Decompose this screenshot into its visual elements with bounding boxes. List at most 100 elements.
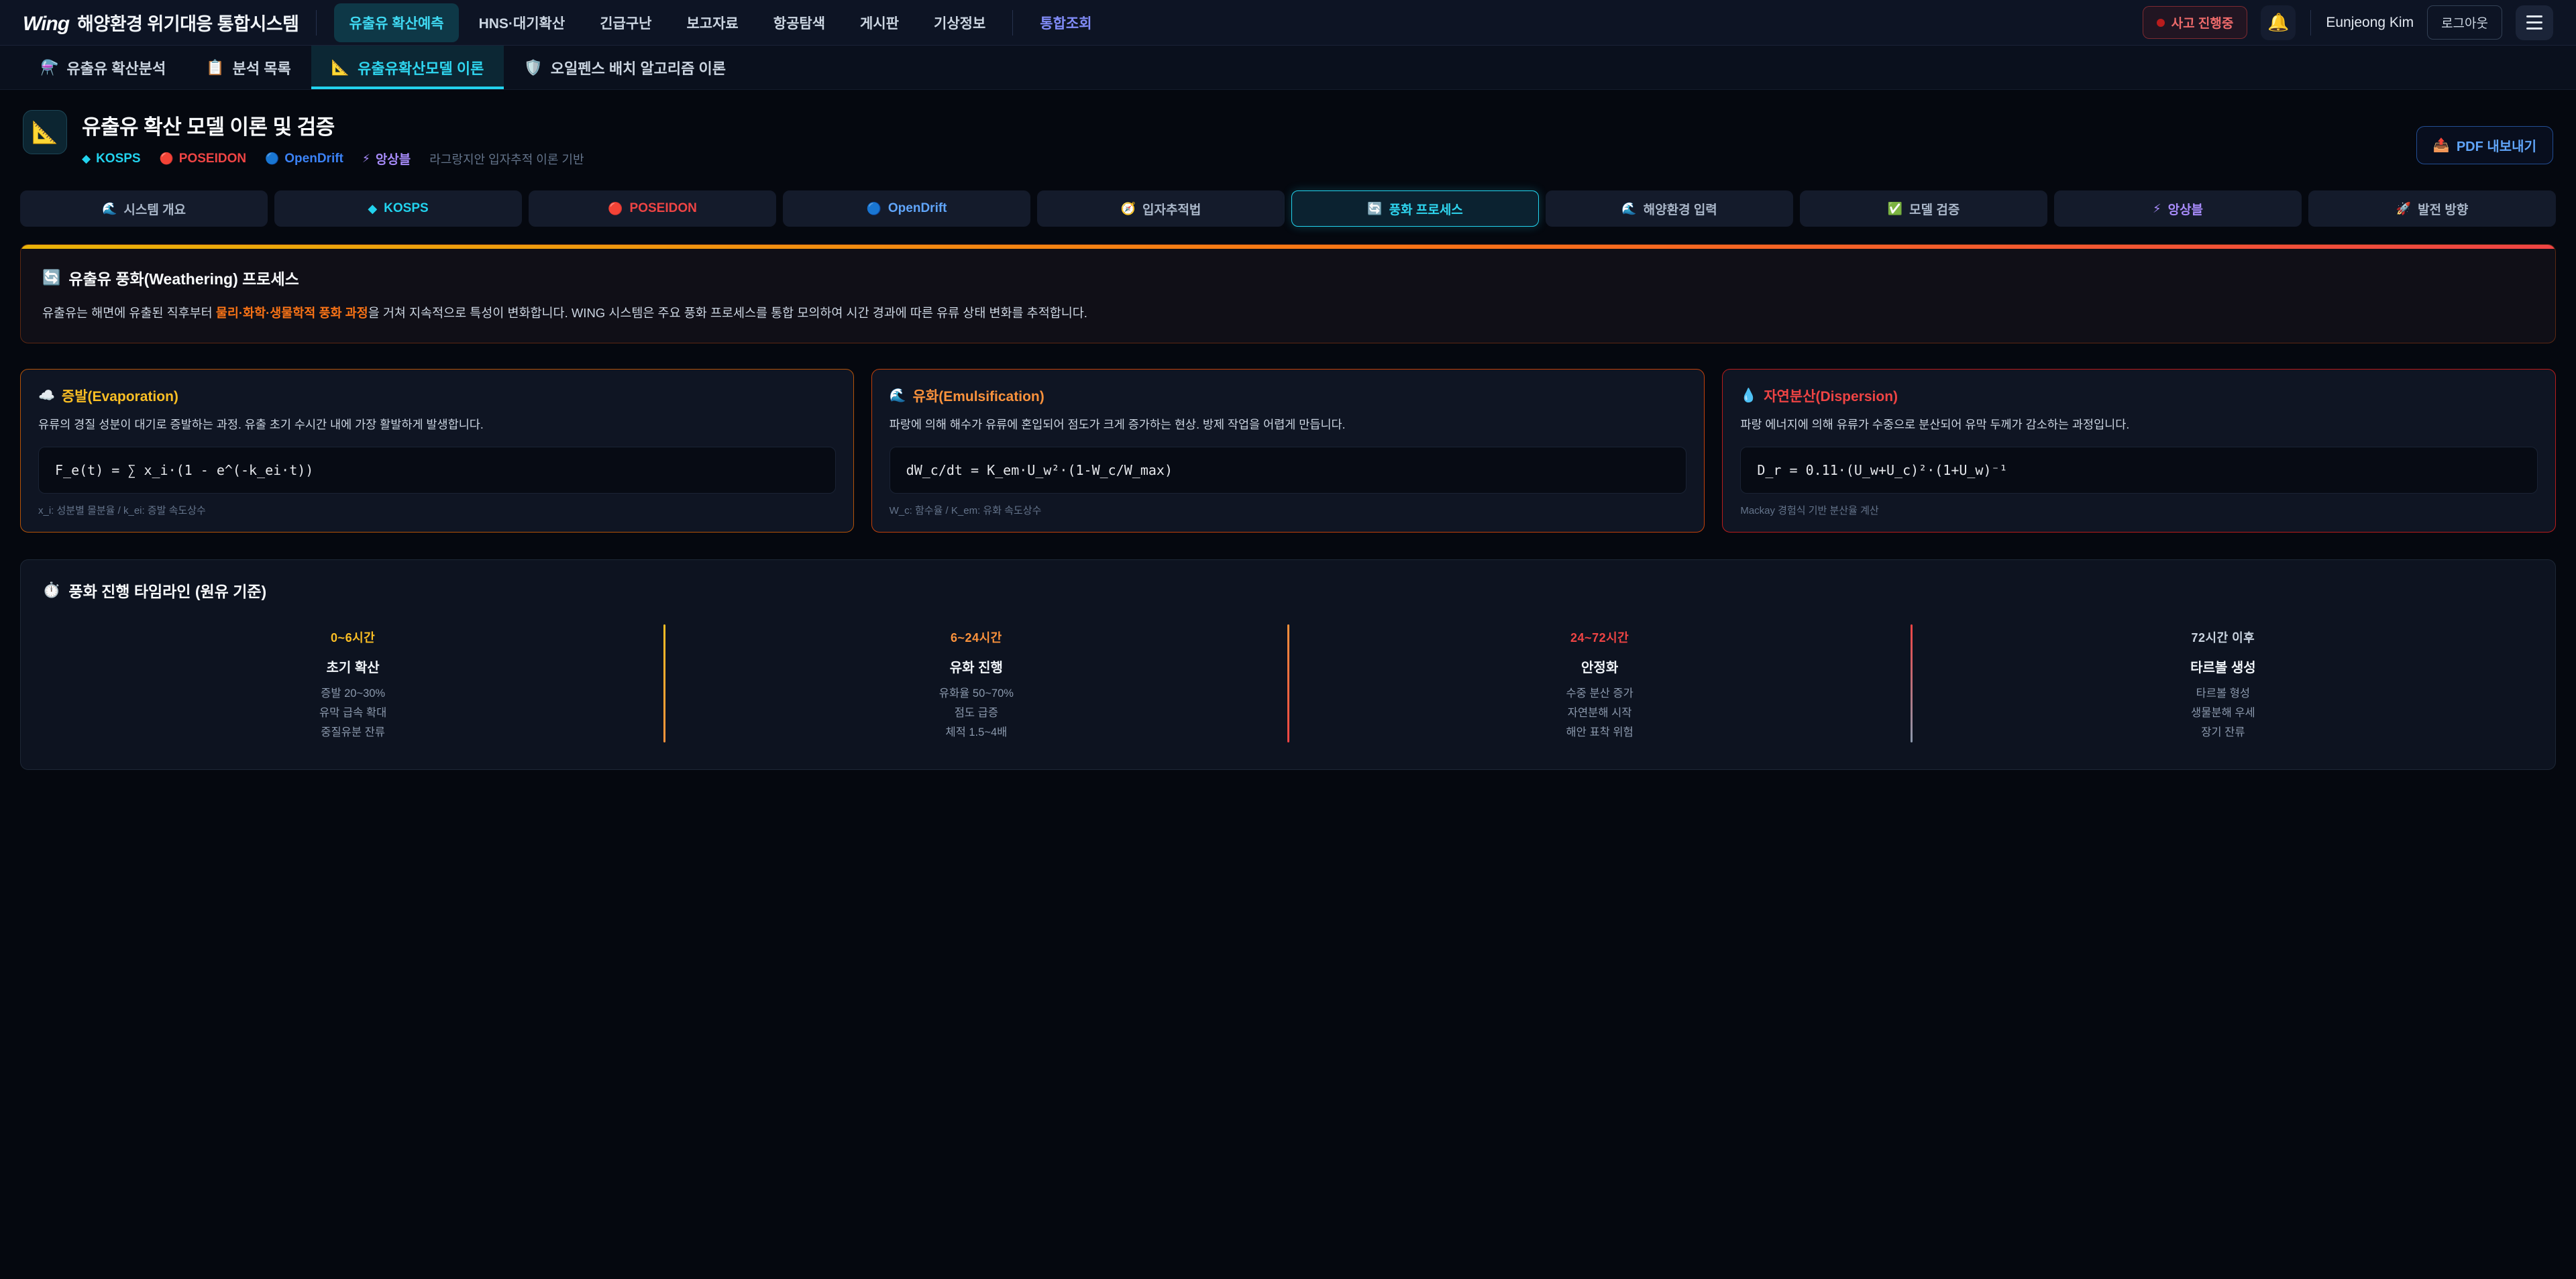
- stage-time: 72시간 이후: [2191, 631, 2255, 645]
- stage-divider: [1287, 624, 1289, 742]
- stage-detail-line: 타르볼 형성: [2196, 687, 2251, 700]
- stage-time: 6~24시간: [951, 631, 1002, 645]
- nav-item-hns-diffusion[interactable]: HNS·대기확산: [478, 15, 566, 32]
- section-tab-opendrift[interactable]: 🔵 OpenDrift: [783, 190, 1030, 227]
- nav-item-weather-info[interactable]: 기상정보: [934, 15, 986, 32]
- bell-icon: 🔔: [2267, 12, 2290, 32]
- timeline-stages: 0~6시간 초기 확산 증발 20~30% 유막 급속 확대 중질유분 잔류 6…: [42, 624, 2534, 742]
- rocket-icon: 🚀: [2396, 201, 2412, 215]
- section-tab-label: 발전 방향: [2418, 203, 2469, 217]
- clipboard-icon: 📋: [206, 58, 225, 76]
- hamburger-menu-button[interactable]: [2516, 5, 2553, 40]
- stage-detail-line: 수중 분산 증가: [1566, 687, 1633, 700]
- weathering-timeline-panel: ⏱️ 풍화 진행 타임라인 (원유 기준) 0~6시간 초기 확산 증발 20~…: [20, 559, 2556, 770]
- red-circle-icon: 🔴: [159, 152, 174, 165]
- section-tab-label: 모델 검증: [1909, 203, 1960, 217]
- desc-post: 을 거쳐 지속적으로 특성이 변화합니다. WING 시스템은 주요 풍화 프로…: [368, 306, 1087, 320]
- lightning-icon: ⚡: [362, 152, 370, 165]
- pdf-export-label: PDF 내보내기: [2456, 140, 2536, 154]
- formula-box: dW_c/dt = K_em·U_w²·(1-W_c/W_max): [889, 447, 1687, 494]
- export-icon: 📤: [2432, 138, 2450, 153]
- desc-highlight: 물리·화학·생물학적 풍화 과정: [215, 306, 368, 320]
- header-right-cluster: 사고 진행중 🔔 Eunjeong Kim 로그아웃: [2142, 5, 2553, 40]
- section-tab-weathering-process[interactable]: 🔄 풍화 프로세스: [1291, 190, 1539, 227]
- subtab-label: 유출유 확산분석: [66, 60, 166, 77]
- section-tab-future-direction[interactable]: 🚀 발전 방향: [2308, 190, 2556, 227]
- card-title-text: 자연분산(Dispersion): [1764, 388, 1898, 404]
- section-tab-model-validation[interactable]: ✅ 모델 검증: [1800, 190, 2047, 227]
- nav-item-integrated-search[interactable]: 통합조회: [1040, 15, 1092, 32]
- section-tab-label: OpenDrift: [888, 201, 947, 215]
- desc-pre: 유출유는 해면에 유출된 직후부터: [42, 306, 216, 320]
- pdf-export-button[interactable]: 📤 PDF 내보내기: [2416, 126, 2553, 164]
- section-tab-system-overview[interactable]: 🌊 시스템 개요: [20, 190, 268, 227]
- nav-item-emergency-rescue[interactable]: 긴급구난: [600, 15, 652, 32]
- sub-tab-bar: ⚗️ 유출유 확산분석 📋 분석 목록 📐 유출유확산모델 이론 🛡️ 오일펜스…: [0, 46, 2576, 90]
- timeline-stage-tarball: 72시간 이후 타르볼 생성 타르볼 형성 생물분해 우세 장기 잔류: [1913, 624, 2534, 742]
- lightning-icon: ⚡: [2152, 201, 2161, 215]
- logout-button[interactable]: 로그아웃: [2427, 5, 2502, 40]
- stage-detail-line: 체적 1.5~4배: [945, 726, 1008, 738]
- badge-label: 앙상블: [375, 153, 411, 167]
- card-title: 💧 자연분산(Dispersion): [1740, 386, 2538, 406]
- app-title: 해양환경 위기대응 통합시스템: [77, 14, 299, 34]
- stage-detail-line: 중질유분 잔류: [321, 726, 385, 738]
- wave-icon: 🌊: [101, 201, 117, 215]
- section-tab-poseidon[interactable]: 🔴 POSEIDON: [529, 190, 776, 227]
- badge-ensemble: ⚡ 앙상블: [362, 150, 411, 168]
- badge-label: KOSPS: [96, 151, 141, 166]
- cycle-arrows-icon: 🔄: [1367, 201, 1383, 215]
- blue-circle-icon: 🔵: [866, 201, 881, 215]
- subtab-label: 유출유확산모델 이론: [358, 60, 484, 77]
- blue-circle-icon: 🔵: [265, 152, 280, 165]
- subtab-model-theory[interactable]: 📐 유출유확산모델 이론: [311, 46, 504, 89]
- section-tab-marine-env-input[interactable]: 🌊 해양환경 입력: [1546, 190, 1793, 227]
- timeline-title-text: 풍화 진행 타임라인 (원유 기준): [68, 583, 267, 601]
- nav-item-oil-spill-prediction[interactable]: 유출유 확산예측: [334, 3, 459, 42]
- divider: [1012, 9, 1014, 36]
- section-tab-ensemble[interactable]: ⚡ 앙상블: [2054, 190, 2302, 227]
- diamond-icon: ◆: [368, 201, 378, 215]
- nav-item-aerial-search[interactable]: 항공탐색: [773, 15, 826, 32]
- stage-details: 증발 20~30% 유막 급속 확대 중질유분 잔류: [42, 684, 663, 742]
- shield-icon: 🛡️: [524, 58, 543, 76]
- section-tab-bar: 🌊 시스템 개요 ◆ KOSPS 🔴 POSEIDON 🔵 OpenDrift …: [20, 190, 2556, 227]
- incident-status-badge[interactable]: 사고 진행중: [2142, 6, 2248, 39]
- badge-label: POSEIDON: [178, 151, 247, 166]
- triangle-ruler-icon: 📐: [32, 120, 58, 144]
- formula-box: D_r = 0.11·(U_w+U_c)²·(1+U_w)⁻¹: [1740, 447, 2538, 494]
- stage-detail-line: 점도 급증: [954, 707, 999, 719]
- section-tab-kosps[interactable]: ◆ KOSPS: [274, 190, 522, 227]
- weathering-title: 🔄 유출유 풍화(Weathering) 프로세스: [42, 266, 2534, 289]
- hamburger-bar: [2526, 15, 2542, 17]
- app-header: Wing 해양환경 위기대응 통합시스템 유출유 확산예측 HNS·대기확산 긴…: [0, 0, 2576, 46]
- section-tab-particle-tracking[interactable]: 🧭 입자추적법: [1037, 190, 1285, 227]
- alembic-icon: ⚗️: [40, 58, 59, 76]
- main-nav: 유출유 확산예측 HNS·대기확산 긴급구난 보고자료 항공탐색 게시판 기상정…: [334, 3, 1106, 42]
- droplet-icon: 💧: [1740, 388, 1758, 404]
- stage-detail-line: 증발 20~30%: [321, 687, 386, 700]
- card-description: 파랑 에너지에 의해 유류가 수중으로 분산되어 유막 두께가 감소하는 과정입…: [1740, 417, 2130, 431]
- timeline-stage-initial-spread: 0~6시간 초기 확산 증발 20~30% 유막 급속 확대 중질유분 잔류: [42, 624, 663, 742]
- compass-icon: 🧭: [1120, 201, 1136, 215]
- subtab-analysis-list[interactable]: 📋 분석 목록: [186, 46, 311, 89]
- nav-item-board[interactable]: 게시판: [860, 15, 899, 32]
- card-description: 파랑에 의해 해수가 유류에 혼입되어 점도가 크게 증가하는 현상. 방제 작…: [889, 417, 1346, 431]
- subtab-oil-fence-algorithm[interactable]: 🛡️ 오일펜스 배치 알고리즘 이론: [504, 46, 746, 89]
- nav-item-reports[interactable]: 보고자료: [686, 15, 739, 32]
- section-tab-label: 시스템 개요: [123, 203, 186, 217]
- stage-details: 유화율 50~70% 점도 급증 체적 1.5~4배: [665, 684, 1287, 742]
- stage-time: 0~6시간: [331, 631, 376, 645]
- dispersion-card: 💧 자연분산(Dispersion) 파랑 에너지에 의해 유류가 수중으로 분…: [1722, 368, 2556, 533]
- stage-details: 수중 분산 증가 자연분해 시작 해안 표착 위험: [1289, 684, 1911, 742]
- formula-note: Mackay 경험식 기반 분산율 계산: [1740, 505, 1879, 517]
- stage-name: 타르볼 생성: [2190, 661, 2256, 676]
- badge-poseidon: 🔴 POSEIDON: [160, 152, 246, 166]
- subtab-spill-analysis[interactable]: ⚗️ 유출유 확산분석: [20, 46, 186, 89]
- triangle-ruler-icon: 📐: [331, 58, 350, 76]
- badge-opendrift: 🔵 OpenDrift: [265, 152, 343, 166]
- card-title: 🌊 유화(Emulsification): [890, 386, 1687, 406]
- notification-button[interactable]: 🔔: [2261, 5, 2296, 40]
- card-description: 유류의 경질 성분이 대기로 증발하는 과정. 유출 초기 수시간 내에 가장 …: [38, 417, 484, 431]
- hamburger-bar: [2526, 27, 2542, 30]
